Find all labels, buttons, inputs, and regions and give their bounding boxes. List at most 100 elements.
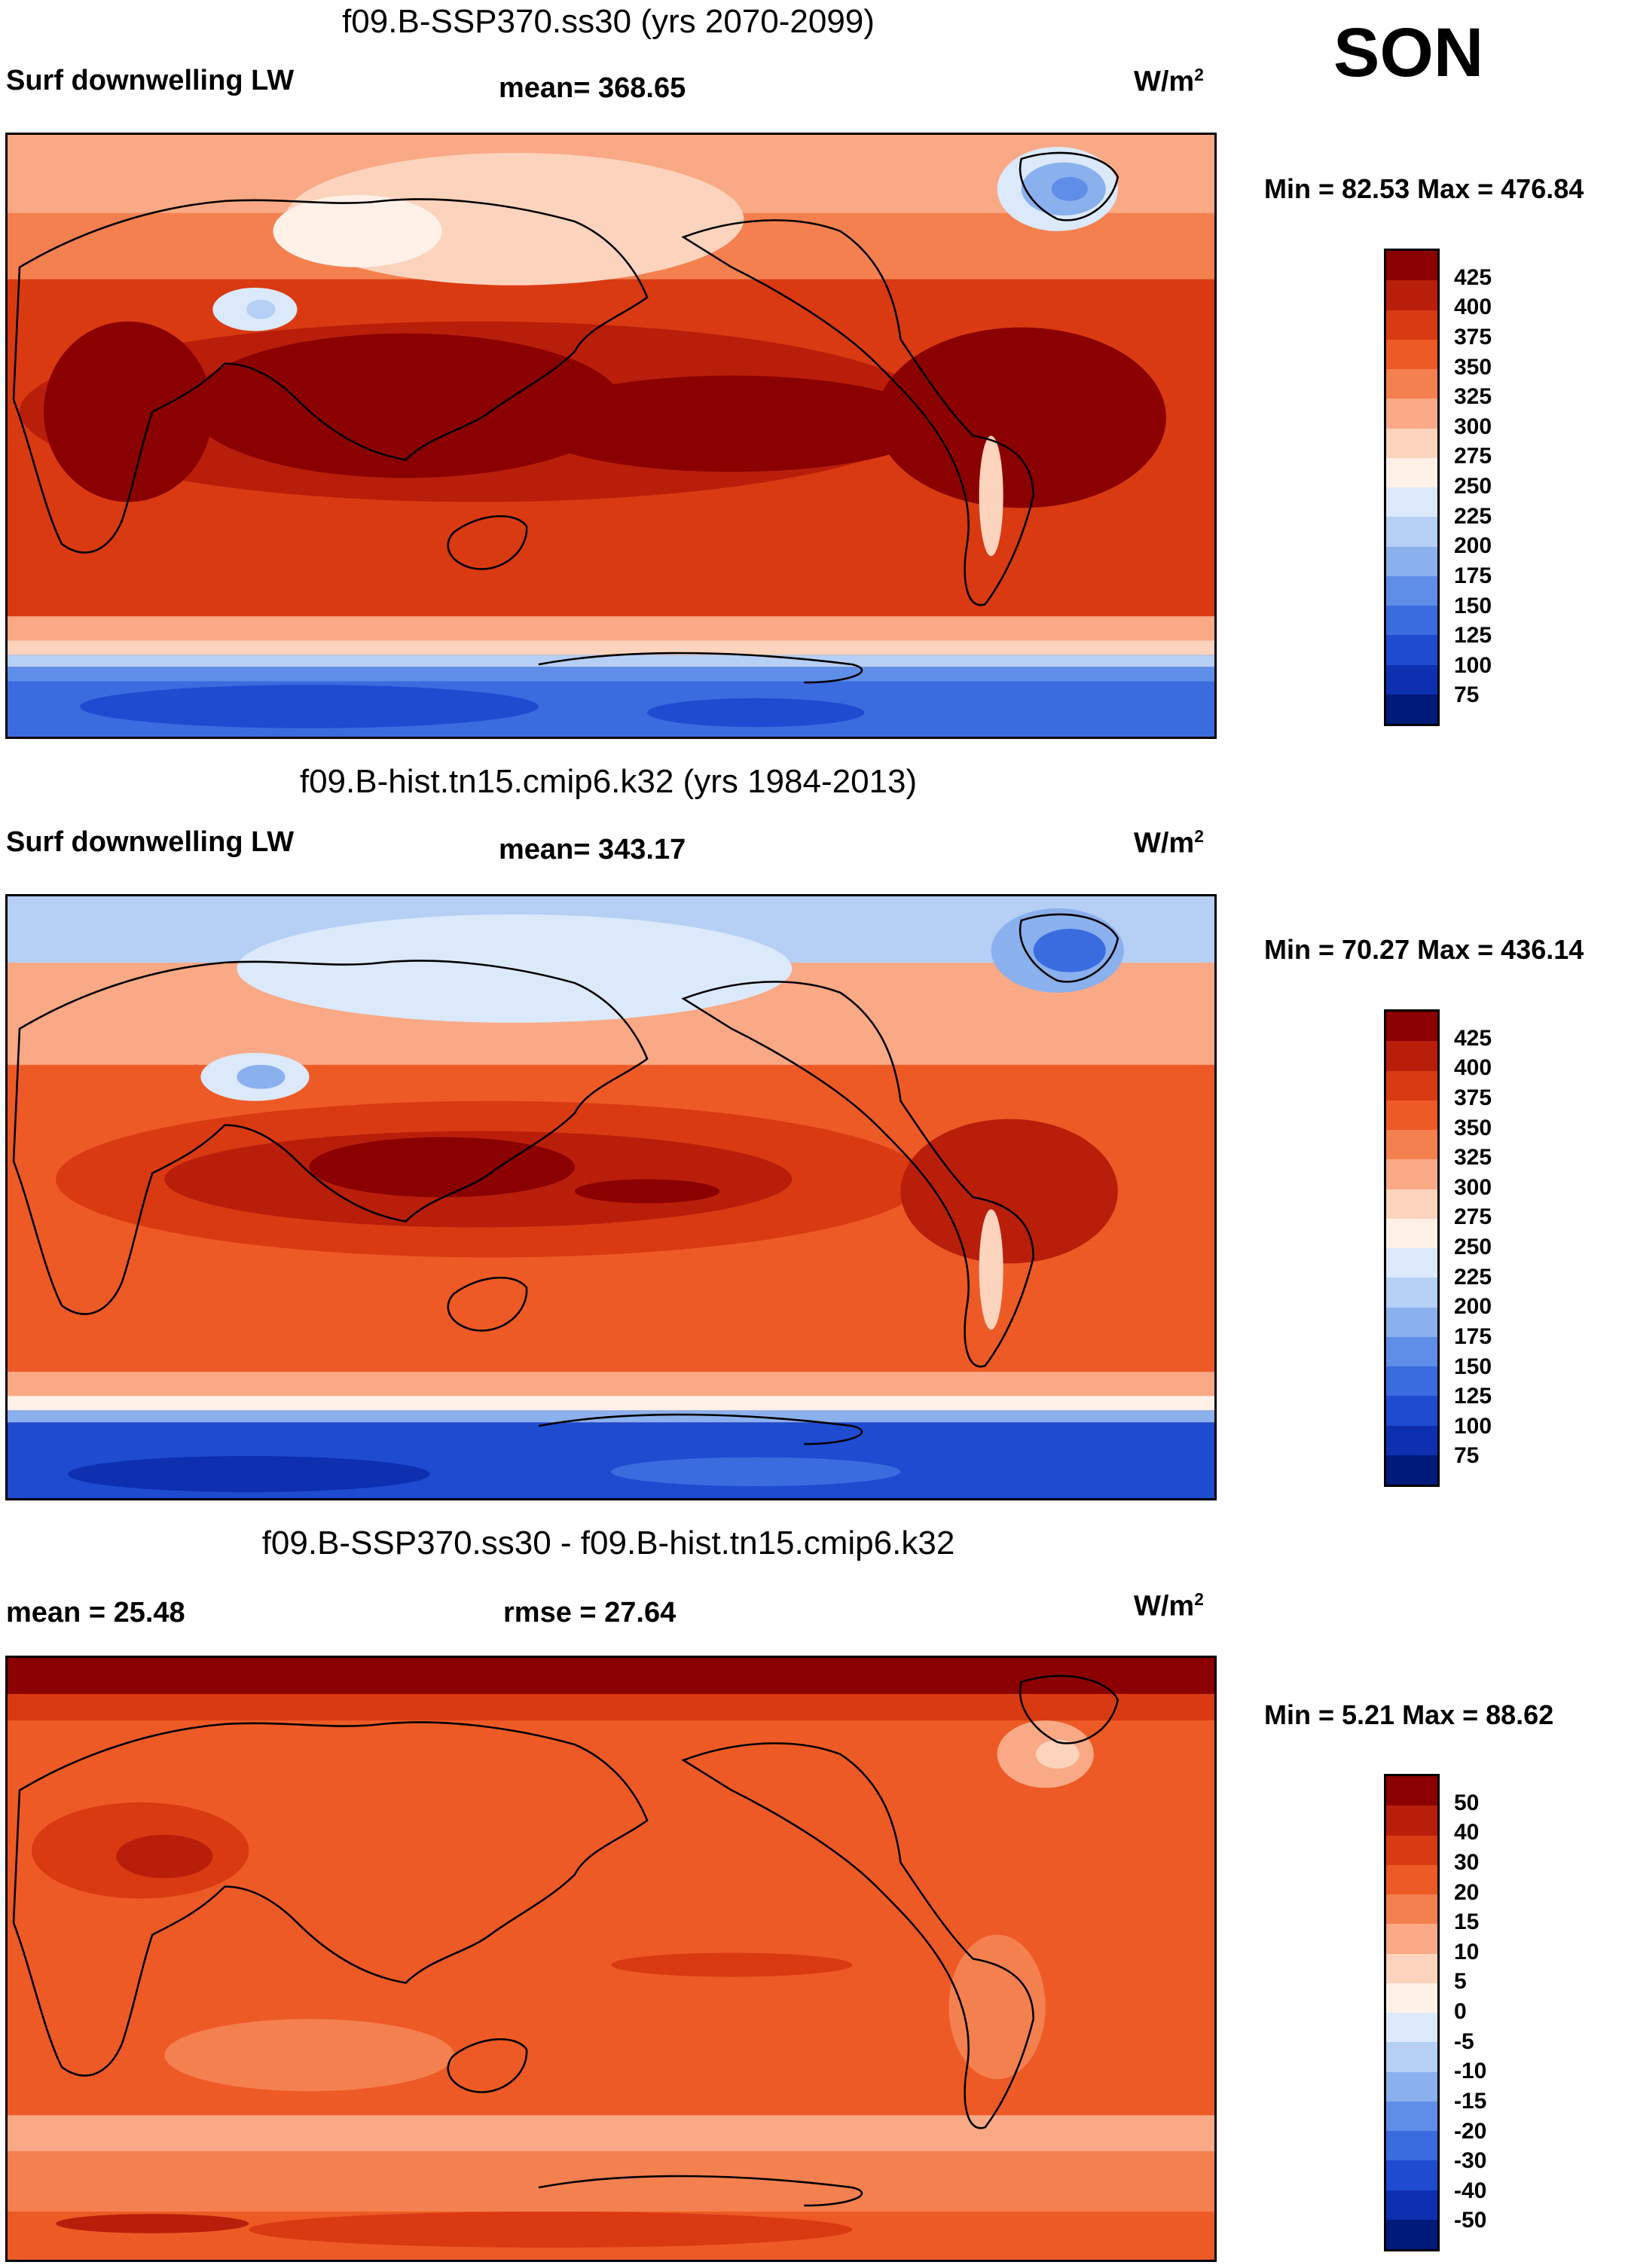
colorbar-swatch	[1386, 398, 1437, 429]
colorbar-tick: -50	[1454, 2208, 1487, 2233]
colorbar-tick: 200	[1454, 1294, 1492, 1320]
panel3-title: f09.B-SSP370.ss30 - f09.B-hist.tn15.cmip…	[261, 1525, 955, 1561]
colorbar-swatch	[1386, 487, 1437, 517]
colorbar-swatch	[1386, 1307, 1437, 1337]
season-label: SON	[1333, 14, 1484, 91]
colorbar-tick: 100	[1454, 1413, 1492, 1439]
colorbar-swatch	[1386, 2131, 1437, 2161]
colorbar-swatch	[1386, 2219, 1437, 2249]
colorbar-tick: -30	[1454, 2148, 1487, 2174]
panel3-minmax: Min = 5.21 Max = 88.62	[1264, 1699, 1554, 1730]
colorbar-tick: 300	[1454, 414, 1492, 439]
panel1-mean-label: mean= 368.65	[499, 72, 686, 104]
colorbar-tick: -5	[1454, 2028, 1474, 2054]
panel3-units: W/m2	[1134, 1589, 1204, 1622]
colorbar-tick: 350	[1454, 354, 1492, 380]
colorbar-tick: 400	[1454, 295, 1492, 320]
colorbar-tick: -15	[1454, 2088, 1487, 2114]
colorbar-tick: 275	[1454, 444, 1492, 469]
colorbar-swatch	[1386, 1041, 1437, 1071]
panel1-map-field	[8, 135, 1214, 737]
panel2-minmax: Min = 70.27 Max = 436.14	[1264, 934, 1584, 965]
colorbar-tick: 125	[1454, 1384, 1492, 1409]
panel1-units: W/m2	[1134, 65, 1204, 98]
colorbar-tick: 250	[1454, 1235, 1492, 1259]
colorbar-tick: 200	[1454, 533, 1492, 559]
colorbar-swatch	[1386, 546, 1437, 576]
colorbar-swatch	[1386, 517, 1437, 547]
colorbar-tick: 75	[1454, 1443, 1480, 1469]
panel2-colorbar-ticks: 425 400 375 350 325 300 275 250 225 200 …	[1454, 1009, 1544, 1487]
colorbar-tick: 150	[1454, 1354, 1492, 1379]
colorbar-swatch	[1386, 1953, 1437, 1983]
colorbar-swatch	[1386, 1277, 1437, 1308]
colorbar-swatch	[1386, 339, 1437, 369]
colorbar-tick: 375	[1454, 1085, 1492, 1110]
colorbar-swatch	[1386, 1100, 1437, 1130]
colorbar-tick: -40	[1454, 2178, 1487, 2203]
colorbar-tick: 175	[1454, 1323, 1492, 1349]
colorbar-swatch	[1386, 2160, 1437, 2190]
colorbar-tick: 15	[1454, 1909, 1480, 1935]
panel3-mean-label: mean = 25.48	[6, 1597, 185, 1629]
colorbar-swatch	[1386, 1130, 1437, 1160]
colorbar-swatch	[1386, 1835, 1437, 1865]
colorbar-tick: 50	[1454, 1790, 1480, 1815]
colorbar-tick: 10	[1454, 1939, 1480, 1964]
panel2-map	[5, 894, 1217, 1500]
colorbar-tick: 350	[1454, 1115, 1492, 1140]
colorbar-tick: 425	[1454, 264, 1492, 290]
colorbar-tick: 125	[1454, 623, 1492, 649]
colorbar-swatch	[1386, 1159, 1437, 1189]
colorbar-swatch	[1386, 664, 1437, 694]
panel1-colorbar-ticks: 425 400 375 350 325 300 275 250 225 200 …	[1454, 249, 1544, 726]
colorbar-swatch	[1386, 694, 1437, 724]
panel1-colorbar	[1384, 249, 1440, 726]
colorbar-swatch	[1386, 1806, 1437, 1836]
colorbar-tick: 400	[1454, 1055, 1492, 1081]
colorbar-tick: 375	[1454, 324, 1492, 350]
colorbar-swatch	[1386, 2101, 1437, 2131]
panel2-mean-label: mean= 343.17	[499, 834, 686, 865]
colorbar-tick: 30	[1454, 1849, 1480, 1875]
colorbar-tick: 300	[1454, 1174, 1492, 1200]
panel3-map-field	[8, 1658, 1214, 2260]
panel1-map	[5, 133, 1217, 739]
colorbar-tick: 100	[1454, 652, 1492, 678]
colorbar-tick: 250	[1454, 474, 1492, 499]
colorbar-tick: 0	[1454, 1999, 1467, 2024]
colorbar-swatch	[1386, 2013, 1437, 2043]
colorbar-tick: 75	[1454, 682, 1480, 708]
colorbar-tick: 20	[1454, 1879, 1480, 1905]
panel2-colorbar	[1384, 1009, 1440, 1487]
colorbar-swatch	[1386, 606, 1437, 636]
colorbar-tick: 275	[1454, 1204, 1492, 1230]
panel2-units: W/m2	[1134, 826, 1204, 859]
colorbar-swatch	[1386, 1425, 1437, 1455]
colorbar-tick: 175	[1454, 563, 1492, 588]
colorbar-swatch	[1386, 1366, 1437, 1397]
colorbar-tick: 325	[1454, 384, 1492, 410]
colorbar-tick: 40	[1454, 1820, 1480, 1845]
colorbar-swatch	[1386, 457, 1437, 487]
colorbar-swatch	[1386, 1455, 1437, 1485]
colorbar-swatch	[1386, 310, 1437, 340]
colorbar-tick: 150	[1454, 593, 1492, 618]
panel2-variable-label: Surf downwelling LW	[6, 826, 295, 858]
colorbar-swatch	[1386, 1218, 1437, 1248]
colorbar-swatch	[1386, 2042, 1437, 2072]
colorbar-swatch	[1386, 1776, 1437, 1806]
colorbar-tick: 225	[1454, 503, 1492, 529]
colorbar-swatch	[1386, 428, 1437, 458]
colorbar-swatch	[1386, 1396, 1437, 1426]
colorbar-tick: 425	[1454, 1025, 1492, 1051]
panel1-variable-label: Surf downwelling LW	[6, 65, 295, 96]
colorbar-swatch	[1386, 251, 1437, 281]
panel2-map-field	[8, 896, 1214, 1498]
colorbar-swatch	[1386, 1336, 1437, 1366]
colorbar-swatch	[1386, 1070, 1437, 1100]
colorbar-swatch	[1386, 1012, 1437, 1042]
panel3-rmse-label: rmse = 27.64	[503, 1597, 677, 1629]
colorbar-swatch	[1386, 575, 1437, 606]
colorbar-swatch	[1386, 2190, 1437, 2220]
